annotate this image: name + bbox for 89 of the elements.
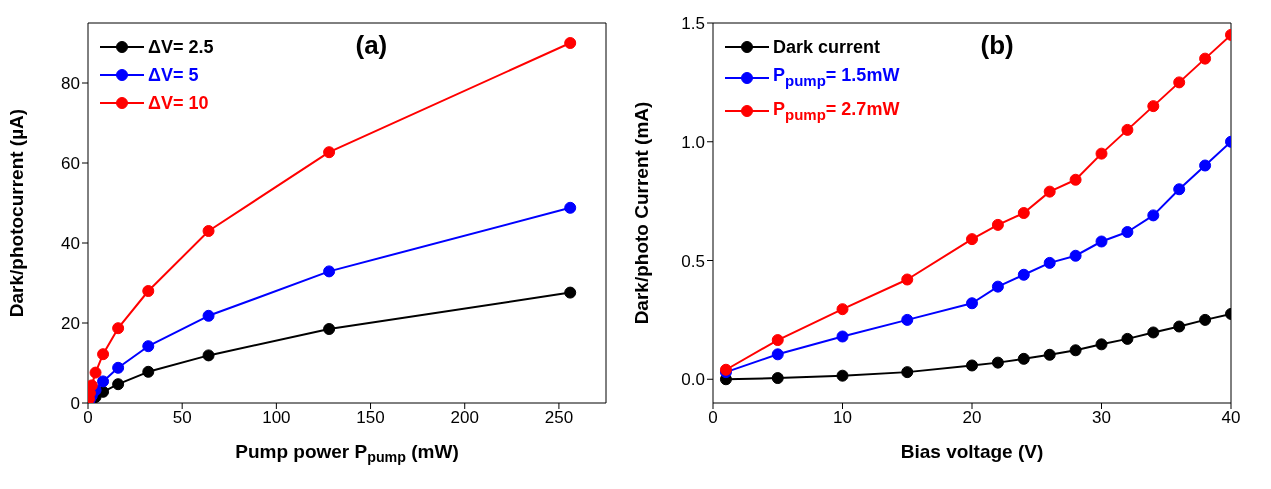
point <box>112 378 125 391</box>
point <box>1199 52 1212 65</box>
point <box>202 309 215 322</box>
point <box>966 297 978 310</box>
point <box>142 340 155 353</box>
x-axis-title: Bias voltage (V) <box>900 441 1044 462</box>
point <box>142 365 155 378</box>
point <box>901 366 914 379</box>
point <box>1199 159 1212 172</box>
point <box>966 233 978 246</box>
y-tick-label: 80 <box>61 74 80 94</box>
y-tick-label: 60 <box>61 154 80 174</box>
point <box>836 369 849 382</box>
point <box>1121 332 1134 345</box>
point <box>1147 100 1160 113</box>
x-tick-label: 100 <box>262 408 291 428</box>
point <box>202 225 215 237</box>
point <box>836 303 849 316</box>
point <box>1043 185 1056 198</box>
x-tick-label: 0 <box>83 408 93 428</box>
y-tick-label: 1.0 <box>681 132 705 152</box>
point <box>771 372 784 385</box>
point <box>901 273 914 286</box>
x-tick-label: 150 <box>356 408 385 428</box>
point <box>1199 313 1212 326</box>
point <box>1043 348 1056 361</box>
point <box>1017 207 1030 219</box>
point <box>1017 268 1030 281</box>
point <box>323 146 336 159</box>
point <box>564 286 577 299</box>
point <box>112 361 125 374</box>
point <box>1147 209 1160 222</box>
annotation: (b) <box>980 30 1014 61</box>
legend-label: ΔV= 2.5 <box>148 36 214 59</box>
point <box>966 359 978 372</box>
point <box>1095 235 1108 248</box>
x-tick-label: 0 <box>708 408 718 428</box>
y-tick-label: 0 <box>70 394 80 414</box>
point <box>1173 320 1186 333</box>
y-tick-label: 20 <box>61 314 80 334</box>
point <box>1121 226 1134 238</box>
point <box>1173 76 1186 89</box>
point <box>991 280 1004 293</box>
y-axis-title: Dark/photocurrent (µA) <box>6 108 27 318</box>
y-tick-label: 0.5 <box>681 251 705 271</box>
x-tick-label: 50 <box>172 408 192 428</box>
x-tick-label: 40 <box>1221 408 1241 428</box>
point <box>1147 326 1160 339</box>
point <box>836 330 849 343</box>
legend-label: P$_{pump}$= 1.5mW <box>773 64 900 91</box>
point <box>97 348 110 361</box>
legend-label: P$_{pump}$= 2.7mW <box>773 97 900 125</box>
point <box>1043 256 1056 269</box>
point <box>89 366 102 379</box>
point <box>1095 147 1108 160</box>
point <box>1173 183 1186 196</box>
point <box>1069 249 1082 262</box>
point <box>1069 344 1082 357</box>
x-tick-label: 20 <box>962 408 982 428</box>
legend-label: Dark current <box>773 36 881 59</box>
point <box>564 37 577 49</box>
point <box>323 265 336 278</box>
point <box>991 356 1004 369</box>
y-axis-title: Dark/photo Current (mA) <box>631 101 652 325</box>
x-tick-label: 30 <box>1092 408 1111 428</box>
point <box>97 375 110 388</box>
point <box>112 322 125 335</box>
annotation: (a) <box>355 30 388 61</box>
x-tick-label: 200 <box>450 408 479 428</box>
x-tick-label: 10 <box>833 408 852 428</box>
y-tick-label: 40 <box>61 234 80 254</box>
legend-label: ΔV= 5 <box>148 64 199 87</box>
legend-label: ΔV= 10 <box>148 92 209 115</box>
point <box>991 218 1004 231</box>
point <box>771 348 784 361</box>
point <box>771 334 784 347</box>
point <box>1017 352 1030 365</box>
point <box>901 313 914 326</box>
point <box>142 285 155 297</box>
y-tick-label: 0.0 <box>681 370 705 390</box>
point <box>323 323 336 335</box>
y-tick-label: 1.5 <box>681 14 705 34</box>
x-axis-title: Pump power P$_{pump}$ (mW) <box>235 441 459 466</box>
point <box>564 201 577 214</box>
x-tick-label: 250 <box>544 408 574 428</box>
point <box>1069 173 1082 186</box>
point <box>202 349 215 362</box>
point <box>1121 123 1134 136</box>
point <box>1095 338 1108 351</box>
